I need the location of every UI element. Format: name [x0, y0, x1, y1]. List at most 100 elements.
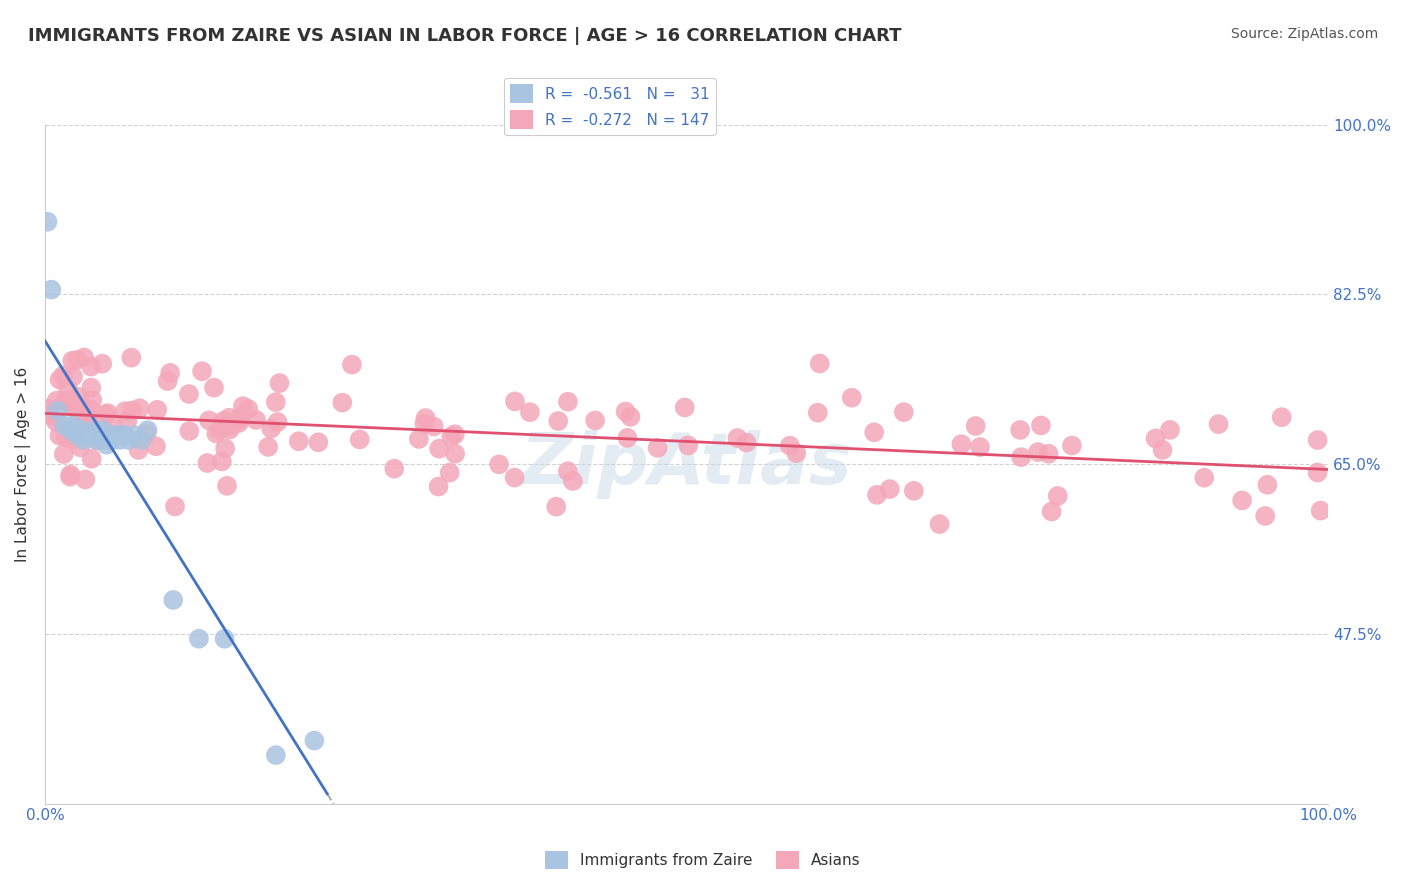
Point	[75, 428, 97, 442]
Point	[1306, 433, 1329, 447]
Point	[866, 488, 889, 502]
Point	[98, 428, 121, 442]
Point	[965, 419, 987, 434]
Text: Source: ZipAtlas.com: Source: ZipAtlas.com	[1230, 27, 1378, 41]
Point	[65, 401, 87, 416]
Point	[114, 404, 136, 418]
Point	[46, 404, 69, 418]
Point	[108, 433, 131, 447]
Point	[423, 419, 446, 434]
Point	[614, 404, 637, 418]
Point	[439, 466, 461, 480]
Point	[80, 381, 103, 395]
Point	[218, 410, 240, 425]
Point	[146, 402, 169, 417]
Point	[307, 435, 329, 450]
Point	[415, 411, 437, 425]
Point	[162, 593, 184, 607]
Point	[1254, 508, 1277, 523]
Point	[48, 428, 70, 442]
Point	[124, 428, 146, 442]
Point	[77, 416, 100, 430]
Point	[547, 414, 569, 428]
Point	[60, 392, 83, 407]
Point	[287, 434, 309, 449]
Point	[72, 433, 94, 447]
Point	[156, 374, 179, 388]
Point	[928, 517, 950, 532]
Point	[1046, 489, 1069, 503]
Point	[91, 357, 114, 371]
Point	[187, 632, 209, 646]
Point	[264, 748, 287, 763]
Point	[145, 439, 167, 453]
Point	[59, 467, 82, 482]
Point	[97, 406, 120, 420]
Point	[218, 423, 240, 437]
Point	[214, 632, 236, 646]
Point	[1010, 450, 1032, 464]
Point	[69, 423, 91, 437]
Point	[619, 409, 641, 424]
Point	[79, 428, 101, 442]
Point	[59, 423, 82, 437]
Point	[80, 402, 103, 417]
Point	[232, 399, 254, 413]
Point	[673, 401, 696, 415]
Point	[60, 353, 83, 368]
Point	[121, 403, 143, 417]
Point	[228, 416, 250, 430]
Point	[226, 414, 249, 428]
Point	[128, 401, 150, 416]
Point	[67, 415, 90, 429]
Point	[62, 432, 84, 446]
Point	[159, 366, 181, 380]
Point	[215, 479, 238, 493]
Point	[62, 369, 84, 384]
Point	[349, 433, 371, 447]
Point	[135, 426, 157, 441]
Point	[89, 434, 111, 448]
Point	[59, 469, 82, 483]
Point	[969, 440, 991, 454]
Point	[73, 351, 96, 365]
Point	[238, 401, 260, 416]
Point	[191, 364, 214, 378]
Point	[950, 437, 973, 451]
Point	[75, 414, 97, 428]
Point	[557, 464, 579, 478]
Point	[561, 474, 583, 488]
Point	[84, 433, 107, 447]
Point	[879, 482, 901, 496]
Point	[408, 432, 430, 446]
Point	[53, 393, 76, 408]
Point	[136, 423, 159, 437]
Point	[198, 413, 221, 427]
Point	[62, 423, 84, 437]
Point	[427, 442, 450, 456]
Point	[38, 401, 60, 416]
Point	[100, 433, 122, 447]
Point	[79, 410, 101, 425]
Point	[330, 395, 353, 409]
Point	[83, 423, 105, 437]
Point	[503, 470, 526, 484]
Point	[893, 405, 915, 419]
Point	[214, 442, 236, 456]
Point	[75, 473, 97, 487]
Point	[257, 440, 280, 454]
Text: IMMIGRANTS FROM ZAIRE VS ASIAN IN LABOR FORCE | AGE > 16 CORRELATION CHART: IMMIGRANTS FROM ZAIRE VS ASIAN IN LABOR …	[28, 27, 901, 45]
Point	[52, 447, 75, 461]
Point	[1152, 442, 1174, 457]
Point	[101, 417, 124, 432]
Point	[177, 387, 200, 401]
Point	[488, 458, 510, 472]
Point	[903, 483, 925, 498]
Point	[1208, 417, 1230, 431]
Point	[382, 461, 405, 475]
Point	[195, 456, 218, 470]
Point	[208, 423, 231, 437]
Point	[80, 359, 103, 374]
Legend: R =  -0.561   N =   31, R =  -0.272   N = 147: R = -0.561 N = 31, R = -0.272 N = 147	[503, 78, 716, 136]
Point	[1271, 410, 1294, 425]
